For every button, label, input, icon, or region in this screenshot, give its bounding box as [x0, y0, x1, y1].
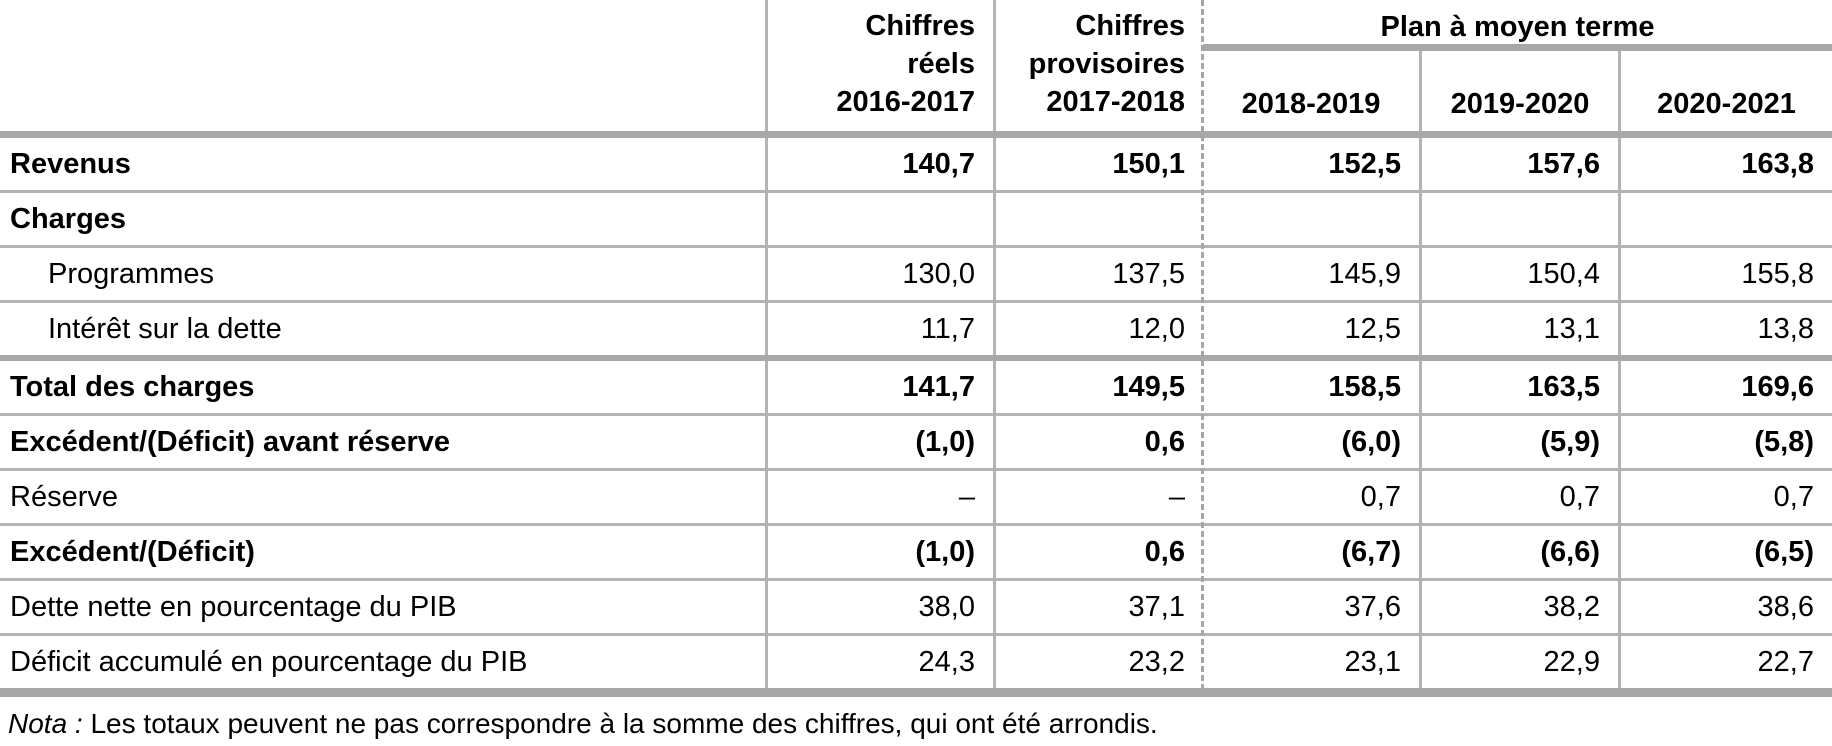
value-cell: 130,0: [765, 248, 993, 300]
row-label: Réserve: [10, 480, 118, 513]
value-cell: 145,9: [1328, 257, 1401, 290]
value-cell: 22,9: [1419, 636, 1618, 688]
value-cell: 163,5: [1419, 361, 1618, 413]
value-cell: (1,0): [765, 526, 993, 578]
value-cell: 152,5: [1328, 147, 1401, 180]
value-cell: [1419, 193, 1618, 245]
header-line: 2016-2017: [836, 86, 975, 118]
header-line: réels: [907, 48, 975, 80]
value-cell: 149,5: [993, 361, 1203, 413]
value-cell: 155,8: [1618, 248, 1832, 300]
table-row-excedent-avant-reserve: Excédent/(Déficit) avant réserve (1,0) 0…: [0, 416, 1832, 471]
table-row-excedent-deficit: Excédent/(Déficit) (1,0) 0,6 (6,7) (6,6)…: [0, 526, 1832, 581]
value-cell: [1618, 193, 1832, 245]
value-cell: 23,1: [1344, 645, 1401, 678]
row-label: Déficit accumulé en pourcentage du PIB: [10, 645, 528, 678]
table-row-total-charges: Total des charges 141,7 149,5 158,5 163,…: [0, 361, 1832, 416]
value-cell: [765, 193, 993, 245]
value-cell: (6,5): [1618, 526, 1832, 578]
value-cell: 140,7: [765, 138, 993, 190]
plan-underline-rule: [1203, 44, 1832, 51]
table-row-reserve: Réserve – – 0,7 0,7 0,7: [0, 471, 1832, 526]
value-cell: 38,0: [765, 581, 993, 633]
value-cell: (5,8): [1618, 416, 1832, 468]
value-cell: 12,5: [1344, 312, 1401, 345]
value-cell: (1,0): [765, 416, 993, 468]
plan-year-columns: 2018-2019 2019-2020 2020-2021: [1203, 51, 1832, 131]
value-cell: 0,6: [993, 416, 1203, 468]
header-line: provisoires: [1028, 48, 1185, 80]
value-cell: 158,5: [1328, 370, 1401, 403]
table-row-revenus: Revenus 140,7 150,1 152,5 157,6 163,8: [0, 138, 1832, 193]
fiscal-summary-table: Chiffres réels 2016-2017 Chiffres provis…: [0, 0, 1832, 697]
row-label: Total des charges: [10, 370, 255, 403]
row-label: Excédent/(Déficit): [10, 535, 255, 568]
header-line: 2017-2018: [1046, 86, 1185, 118]
header-actual-figures: Chiffres réels 2016-2017: [765, 0, 993, 131]
plan-title: Plan à moyen terme: [1380, 11, 1655, 43]
table-row-programmes: Programmes 130,0 137,5 145,9 150,4 155,8: [0, 248, 1832, 303]
value-cell: 12,0: [993, 303, 1203, 355]
value-cell: 13,1: [1419, 303, 1618, 355]
row-label: Excédent/(Déficit) avant réserve: [10, 425, 451, 458]
header-provisional-figures: Chiffres provisoires 2017-2018: [993, 0, 1203, 131]
value-cell: 22,7: [1618, 636, 1832, 688]
value-cell: 38,2: [1419, 581, 1618, 633]
footnote-prefix: Nota :: [8, 708, 91, 739]
header-medium-term-plan: Plan à moyen terme 2018-2019 2019-2020 2…: [1203, 0, 1832, 131]
table-row-dette-nette-pib: Dette nette en pourcentage du PIB 38,0 3…: [0, 581, 1832, 636]
footnote: Nota : Les totaux peuvent ne pas corresp…: [0, 708, 1832, 740]
table-header: Chiffres réels 2016-2017 Chiffres provis…: [0, 0, 1832, 138]
footnote-text: Les totaux peuvent ne pas correspondre à…: [90, 708, 1158, 739]
header-year-2020-2021: 2020-2021: [1618, 51, 1832, 131]
value-cell: 141,7: [765, 361, 993, 413]
value-cell: 169,6: [1618, 361, 1832, 413]
value-cell: 37,1: [993, 581, 1203, 633]
value-cell: 0,7: [1419, 471, 1618, 523]
dashed-column-divider: [1201, 0, 1204, 690]
table-row-deficit-accumule-pib: Déficit accumulé en pourcentage du PIB 2…: [0, 636, 1832, 697]
value-cell: [993, 193, 1203, 245]
header-year-2018-2019: 2018-2019: [1241, 88, 1381, 120]
value-cell: 163,8: [1618, 138, 1832, 190]
table-row-charges: Charges: [0, 193, 1832, 248]
header-year-2019-2020: 2019-2020: [1419, 51, 1618, 131]
row-label: Programmes: [48, 257, 214, 290]
value-cell: (6,0): [1341, 425, 1401, 458]
value-cell: (6,6): [1419, 526, 1618, 578]
value-cell: 150,1: [993, 138, 1203, 190]
table-row-interet-dette: Intérêt sur la dette 11,7 12,0 12,5 13,1…: [0, 303, 1832, 361]
value-cell: 150,4: [1419, 248, 1618, 300]
value-cell: 0,7: [1618, 471, 1832, 523]
value-cell: (5,9): [1419, 416, 1618, 468]
value-cell: 11,7: [765, 303, 993, 355]
header-line: Chiffres: [865, 10, 975, 42]
value-cell: [1203, 193, 1419, 245]
header-empty-cell: [0, 0, 765, 131]
value-cell: 23,2: [993, 636, 1203, 688]
value-cell: 157,6: [1419, 138, 1618, 190]
value-cell: 38,6: [1618, 581, 1832, 633]
value-cell: 137,5: [993, 248, 1203, 300]
value-cell: –: [765, 471, 993, 523]
value-cell: 0,7: [1360, 480, 1401, 513]
header-line: Chiffres: [1075, 10, 1185, 42]
row-label: Revenus: [10, 147, 131, 180]
row-label: Intérêt sur la dette: [48, 312, 282, 345]
row-label: Dette nette en pourcentage du PIB: [10, 590, 457, 623]
value-cell: 13,8: [1618, 303, 1832, 355]
row-label: Charges: [10, 202, 127, 235]
value-cell: 24,3: [765, 636, 993, 688]
value-cell: 0,6: [993, 526, 1203, 578]
value-cell: 37,6: [1344, 590, 1401, 623]
value-cell: –: [993, 471, 1203, 523]
value-cell: (6,7): [1341, 535, 1401, 568]
